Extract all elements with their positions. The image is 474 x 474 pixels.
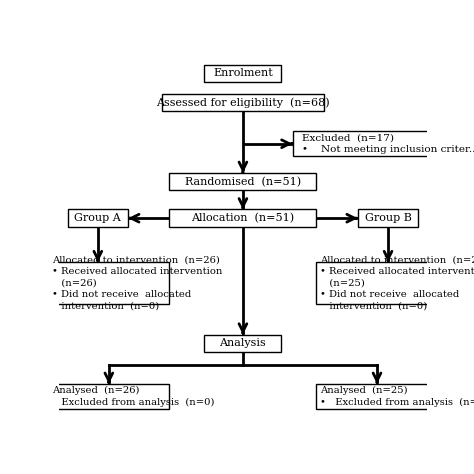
Text: Analysed  (n=25)
•   Excluded from analysis  (n=0): Analysed (n=25) • Excluded from analysis…	[320, 386, 474, 407]
Text: Allocation  (n=51): Allocation (n=51)	[191, 213, 294, 223]
Text: Excluded  (n=17)
•    Not meeting inclusion criter...: Excluded (n=17) • Not meeting inclusion …	[301, 134, 474, 154]
FancyBboxPatch shape	[169, 173, 316, 191]
FancyBboxPatch shape	[204, 335, 282, 352]
FancyBboxPatch shape	[48, 384, 170, 409]
FancyBboxPatch shape	[67, 210, 128, 227]
FancyBboxPatch shape	[48, 262, 170, 304]
FancyBboxPatch shape	[292, 131, 428, 156]
Text: Analysis: Analysis	[219, 338, 266, 348]
FancyBboxPatch shape	[162, 94, 324, 111]
Text: Randomised  (n=51): Randomised (n=51)	[185, 176, 301, 187]
FancyBboxPatch shape	[204, 64, 282, 82]
Text: Group A: Group A	[74, 213, 121, 223]
Text: Allocated to intervention  (n=26)
• Received allocated intervention
   (n=26)
• : Allocated to intervention (n=26) • Recei…	[52, 256, 222, 310]
Text: Analysed  (n=26)
   Excluded from analysis  (n=0): Analysed (n=26) Excluded from analysis (…	[52, 386, 214, 407]
Text: Enrolment: Enrolment	[213, 68, 273, 78]
FancyBboxPatch shape	[169, 210, 316, 227]
Text: Assessed for eligibility  (n=68): Assessed for eligibility (n=68)	[156, 97, 330, 108]
FancyBboxPatch shape	[316, 262, 438, 304]
Text: Group B: Group B	[365, 213, 411, 223]
FancyBboxPatch shape	[316, 384, 438, 409]
FancyBboxPatch shape	[358, 210, 419, 227]
Text: Allocated to intervention  (n=25)
• Received allocated intervention
   (n=25)
• : Allocated to intervention (n=25) • Recei…	[320, 256, 474, 310]
